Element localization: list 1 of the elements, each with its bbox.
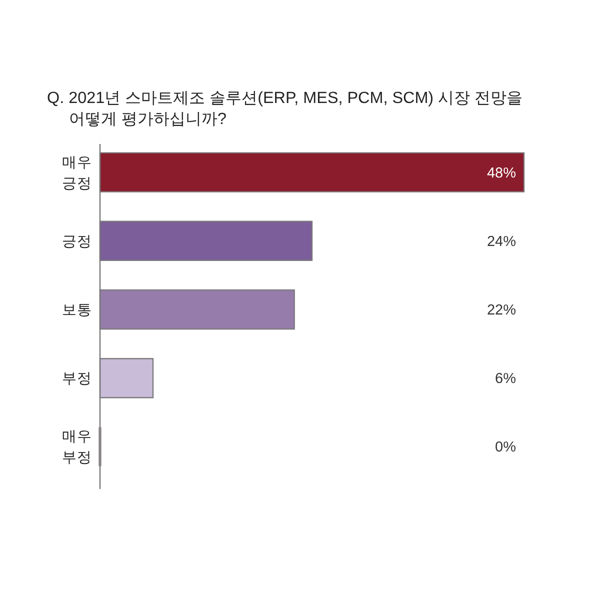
- title: Q. 2021년 스마트제조 솔루션(ERP, MES, PCM, SCM) 시장 전망을 어떻게 평가하십니까?: [47, 89, 523, 128]
